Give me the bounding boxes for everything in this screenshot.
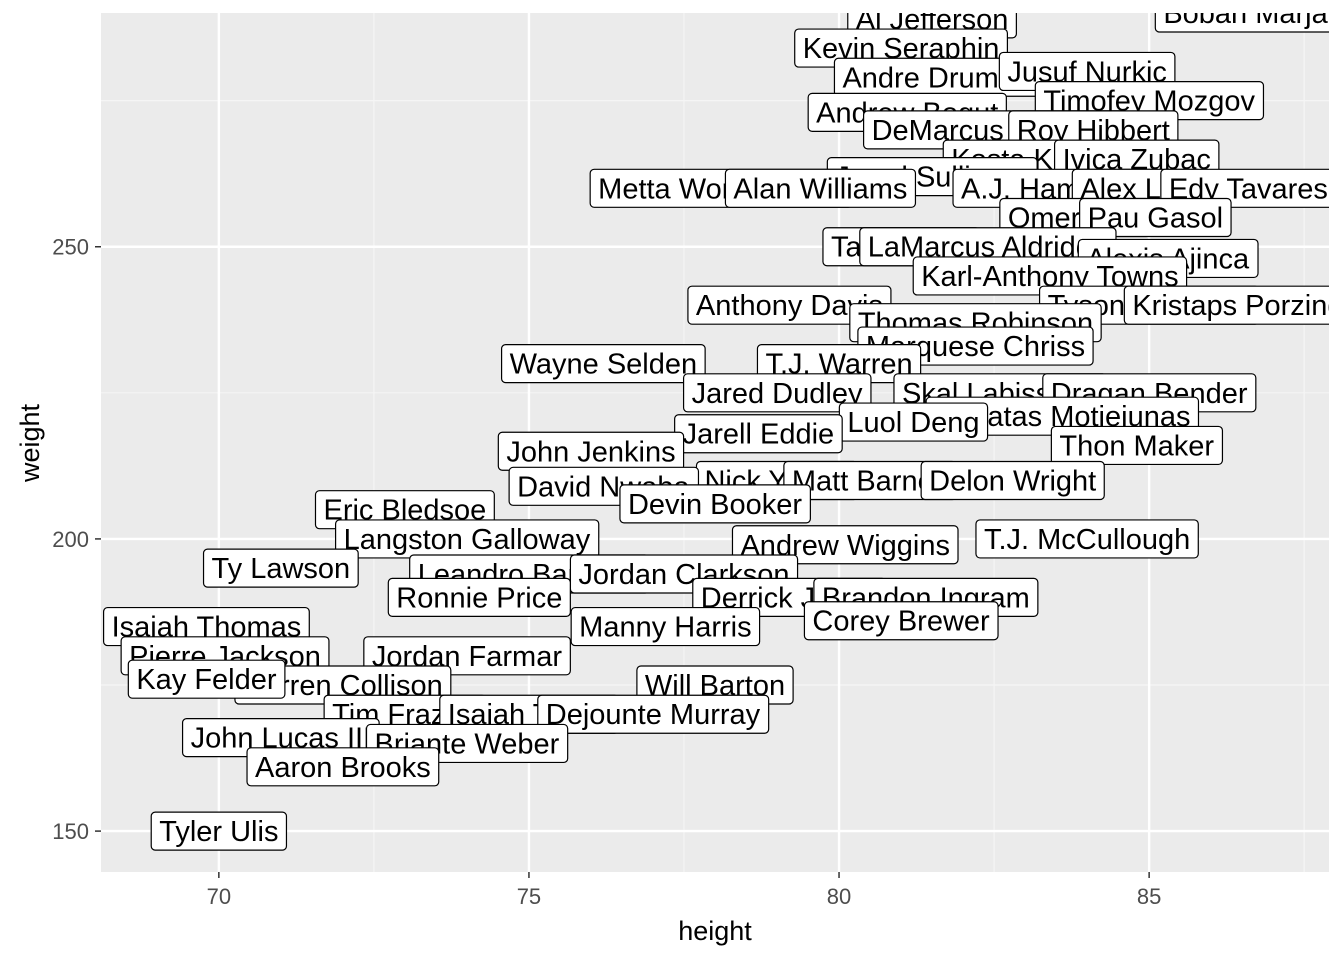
point-label: Corey Brewer <box>803 601 999 641</box>
point-label: Wayne Selden <box>500 344 706 384</box>
point-label: Langston Galloway <box>334 519 600 559</box>
point-label: Thon Maker <box>1050 425 1224 466</box>
label-box <box>150 811 288 851</box>
label-text: Corey Brewer <box>812 606 990 638</box>
label-text: Tyler Ulis <box>159 816 278 848</box>
point-label: Jordan Farmar <box>363 636 571 676</box>
point-label: Pau Gasol <box>1079 197 1232 238</box>
label-box <box>127 659 286 699</box>
label-text: Aaron Brooks <box>255 752 431 784</box>
label-text: Boban Marjanovic <box>1163 0 1344 30</box>
label-box <box>619 484 811 524</box>
label-box <box>731 525 959 565</box>
point-label: Jarell Eddie <box>674 414 843 454</box>
y-tick-label: 200 <box>52 527 89 552</box>
x-axis: 70 75 80 85 <box>207 872 1161 909</box>
label-text: Delon Wright <box>929 465 1096 497</box>
label-box <box>1050 425 1224 466</box>
point-label: John Jenkins <box>497 431 685 471</box>
label-box <box>246 747 440 787</box>
point-label: Jared Dudley <box>682 373 872 413</box>
label-text: Manny Harris <box>579 612 751 644</box>
label-box <box>682 373 872 413</box>
x-tick-label: 75 <box>517 884 541 909</box>
x-tick-label: 80 <box>827 884 851 909</box>
label-box <box>1123 285 1329 325</box>
label-text: John Jenkins <box>506 436 675 468</box>
point-label: Ronnie Price <box>387 577 571 617</box>
label-box <box>500 344 706 384</box>
point-label: Kristaps Porzingis <box>1123 285 1344 325</box>
label-text: Ty Lawson <box>212 553 351 585</box>
label-box <box>570 606 761 647</box>
label-text: Ronnie Price <box>396 582 562 614</box>
label-text: T.J. McCullough <box>984 524 1190 556</box>
point-label: Kay Felder <box>127 659 286 699</box>
label-box <box>1079 197 1232 238</box>
point-label: Manny Harris <box>570 606 761 647</box>
point-label: Alan Williams <box>724 168 917 208</box>
y-axis: 150 200 250 <box>52 235 101 844</box>
label-box <box>387 577 571 617</box>
point-label: Aaron Brooks <box>246 747 440 787</box>
point-label: T.J. McCullough <box>975 519 1199 559</box>
label-text: Langston Galloway <box>344 524 591 556</box>
point-label: Boban Marjanovic <box>1154 0 1344 33</box>
label-text: Dejounte Murray <box>546 699 761 731</box>
point-label: Tyler Ulis <box>150 811 288 851</box>
label-box <box>975 519 1199 559</box>
label-text: Kristaps Porzingis <box>1132 290 1344 322</box>
point-label: Dejounte Murray <box>537 694 770 734</box>
label-text: Wayne Selden <box>510 349 698 381</box>
label-text: Jared Dudley <box>692 378 863 410</box>
label-box <box>1160 168 1329 208</box>
label-box <box>1154 13 1329 33</box>
y-tick-label: 150 <box>52 819 89 844</box>
y-axis-title: weight <box>15 403 45 483</box>
point-label: Jusuf Nurkic <box>998 51 1176 92</box>
label-text: Alan Williams <box>733 173 907 205</box>
label-text: Thon Maker <box>1059 430 1214 462</box>
label-box <box>920 460 1105 501</box>
x-tick-label: 85 <box>1137 884 1161 909</box>
label-box <box>803 601 999 641</box>
x-axis-title: height <box>678 916 752 946</box>
label-box <box>363 636 571 676</box>
label-text: Kay Felder <box>136 664 277 696</box>
point-label: Delon Wright <box>920 460 1105 501</box>
label-text: Jarell Eddie <box>683 419 835 451</box>
label-box <box>724 168 917 208</box>
point-label: Luol Deng <box>838 402 989 442</box>
x-tick-label: 70 <box>207 884 231 909</box>
label-text: Devin Booker <box>628 489 802 521</box>
point-label: Devin Booker <box>619 484 811 524</box>
y-tick-label: 250 <box>52 235 89 260</box>
label-box <box>537 694 770 734</box>
point-label: Ty Lawson <box>202 548 359 588</box>
label-box <box>202 548 359 588</box>
label-text: Luol Deng <box>847 407 979 439</box>
